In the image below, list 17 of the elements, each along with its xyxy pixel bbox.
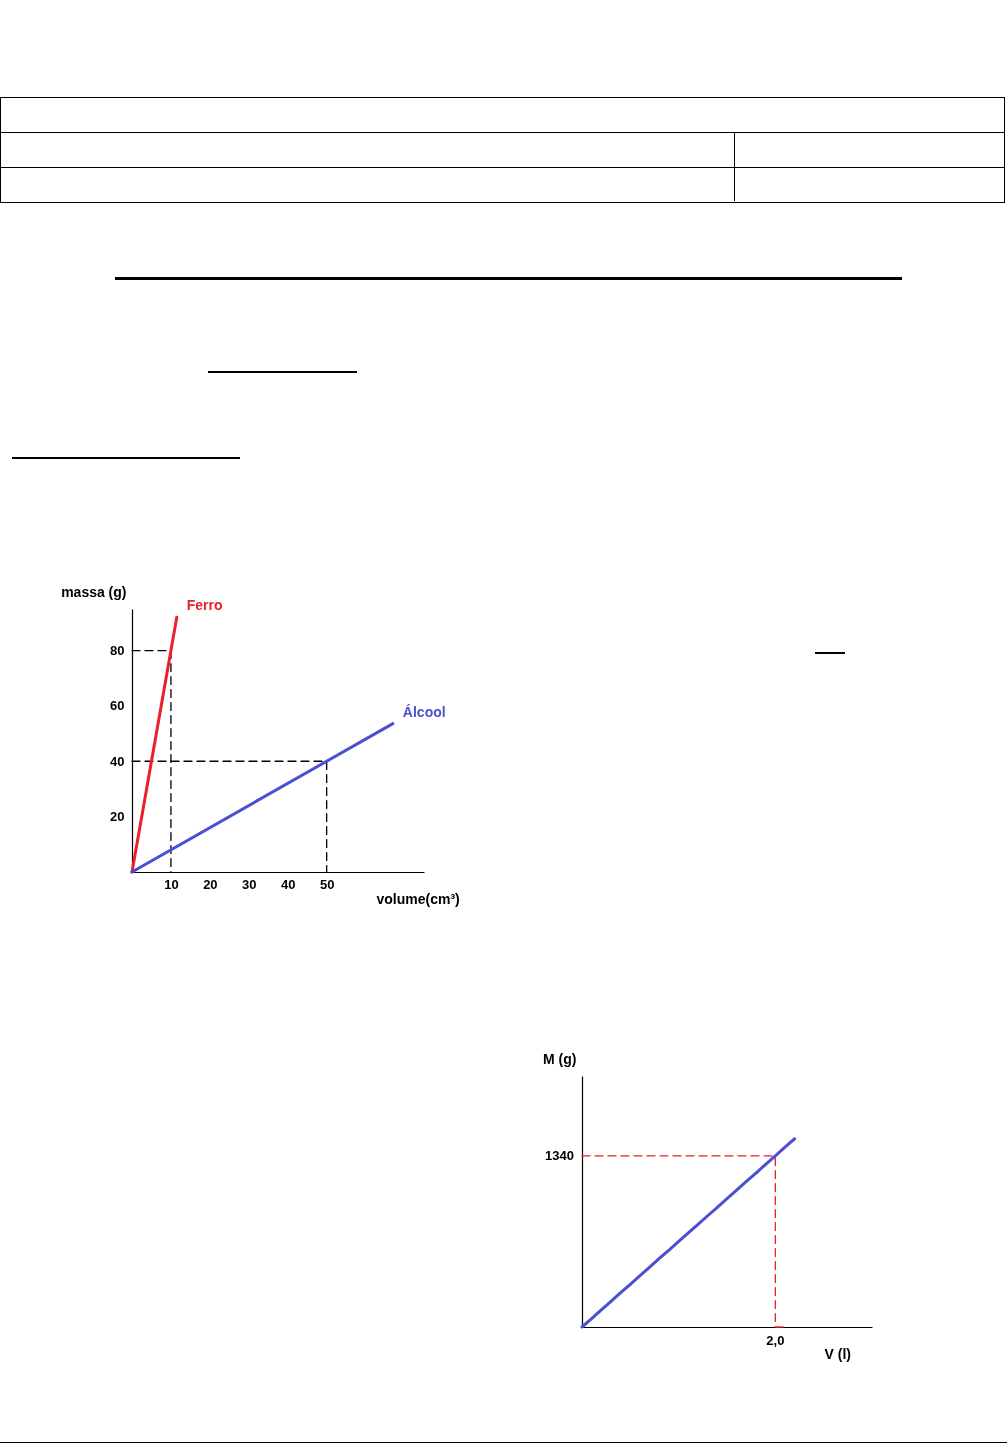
x-tick-label: 40	[281, 876, 296, 892]
x-axis-title: V (l)	[824, 1345, 851, 1362]
x-tick-label: 50	[319, 876, 335, 892]
series-label: Álcool	[402, 703, 446, 720]
text: 2,0	[766, 1333, 785, 1348]
y-tick-label: 60	[110, 698, 125, 714]
series-label: Ferro	[186, 597, 223, 614]
y-tick-label: 20	[110, 809, 125, 825]
x-axis-title: volume(cm³)	[376, 890, 460, 907]
y-tick-label: 40	[110, 753, 125, 769]
x-tick-label: 30	[242, 876, 257, 892]
y-tick-label: 80	[110, 643, 125, 659]
x-tick-label: 20	[203, 876, 218, 892]
y-axis-title: M (g)	[543, 1050, 577, 1067]
text: 1340	[545, 1147, 574, 1163]
y-axis-title: massa (g)	[61, 583, 127, 600]
x-tick-label: 10	[164, 876, 179, 892]
